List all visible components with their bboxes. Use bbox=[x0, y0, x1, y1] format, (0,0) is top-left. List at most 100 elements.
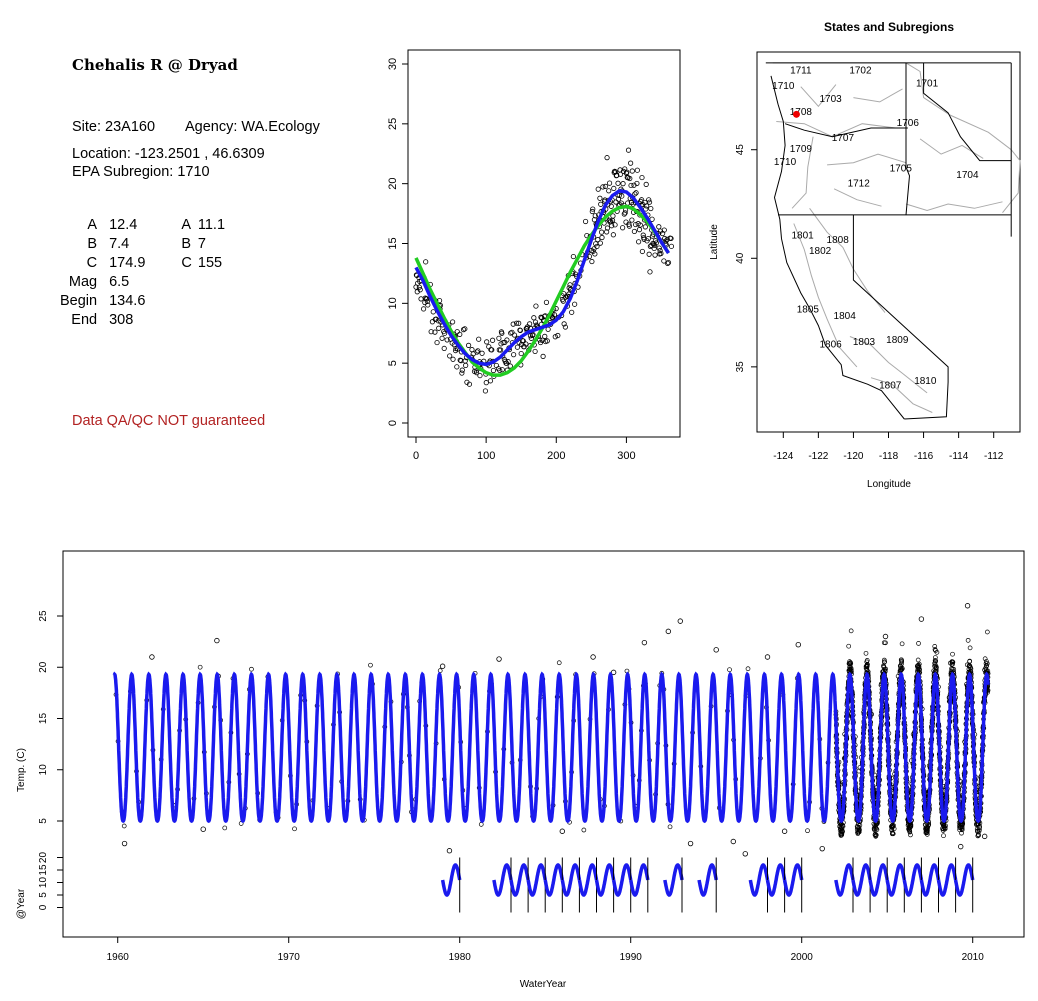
data-point bbox=[664, 236, 670, 243]
x-tick-label: -118 bbox=[879, 451, 899, 462]
data-point bbox=[634, 180, 640, 187]
y-tick-label: 0 bbox=[387, 420, 399, 426]
year-curve bbox=[868, 863, 889, 897]
param-label-2 bbox=[151, 310, 197, 329]
data-point bbox=[594, 243, 600, 250]
coastline bbox=[770, 75, 905, 420]
state-boundary bbox=[923, 62, 1012, 162]
data-point bbox=[561, 321, 567, 327]
x-tick-label: 200 bbox=[547, 450, 565, 462]
data-point bbox=[590, 248, 596, 254]
data-point bbox=[606, 188, 612, 194]
data-point bbox=[657, 248, 663, 254]
year-curve bbox=[577, 863, 599, 897]
data-point bbox=[484, 339, 490, 345]
data-point bbox=[611, 185, 617, 192]
outlier-point bbox=[439, 663, 446, 669]
x-tick-label: -112 bbox=[984, 451, 1004, 462]
year-curve bbox=[851, 863, 872, 897]
y-tick-label: 30 bbox=[387, 58, 399, 70]
observation-point bbox=[926, 822, 932, 827]
observation-point bbox=[856, 829, 862, 835]
data-point bbox=[627, 175, 633, 182]
data-point bbox=[633, 190, 639, 196]
data-point bbox=[424, 298, 430, 304]
data-point bbox=[609, 223, 615, 229]
data-point bbox=[517, 327, 523, 334]
year-curve bbox=[611, 863, 633, 897]
param-value: 7.4 bbox=[109, 235, 130, 252]
data-point bbox=[420, 306, 427, 312]
data-point bbox=[638, 197, 645, 203]
qa-note: Data QA/QC NOT guaranteed bbox=[72, 413, 266, 429]
data-point bbox=[593, 241, 599, 247]
data-point bbox=[503, 360, 510, 366]
data-point bbox=[592, 213, 598, 219]
subregion-boundary bbox=[827, 153, 907, 166]
y-tick-label: 15 bbox=[38, 713, 49, 725]
data-point bbox=[530, 331, 536, 338]
param-label: Mag bbox=[68, 273, 98, 290]
data-point bbox=[606, 180, 613, 186]
data-point bbox=[604, 155, 610, 161]
region-label: 1710 bbox=[774, 157, 797, 168]
y-axis-label: Temp. (C) bbox=[16, 748, 27, 792]
data-point bbox=[520, 338, 526, 344]
observation-point bbox=[907, 829, 913, 835]
x-tick-label: 100 bbox=[477, 450, 495, 462]
data-point bbox=[436, 325, 442, 331]
data-point bbox=[425, 302, 431, 308]
parameter-table: A 12.4 A 11.1 B 7.4 B 7 C 174.9 C 155 Mag 6.5 Begin 134… bbox=[60, 215, 231, 329]
subregion-boundary bbox=[870, 377, 933, 413]
region-label: 1709 bbox=[790, 144, 813, 155]
data-point bbox=[639, 248, 646, 255]
data-point bbox=[499, 330, 505, 336]
data-point bbox=[569, 309, 575, 315]
observation-point bbox=[881, 657, 887, 663]
data-point bbox=[620, 225, 626, 231]
data-point bbox=[552, 334, 558, 340]
observation-point bbox=[857, 822, 863, 828]
observation-point bbox=[121, 823, 127, 829]
region-label: 1809 bbox=[886, 335, 909, 346]
param-label: End bbox=[71, 311, 98, 328]
data-point bbox=[668, 235, 674, 242]
sub-y-axis-label: @Year bbox=[16, 888, 27, 919]
data-point bbox=[516, 320, 522, 326]
state-boundary bbox=[784, 123, 908, 138]
param-label-2: C bbox=[181, 254, 192, 271]
data-point bbox=[479, 350, 485, 356]
data-point bbox=[600, 184, 606, 190]
y-tick-label: 20 bbox=[38, 661, 49, 673]
data-point bbox=[496, 335, 502, 341]
data-point bbox=[460, 327, 467, 333]
data-point bbox=[499, 367, 505, 373]
x-tick-label: -122 bbox=[808, 451, 828, 462]
data-point bbox=[608, 203, 614, 209]
observation-point bbox=[478, 822, 484, 827]
data-point bbox=[570, 253, 576, 260]
observation-point bbox=[581, 827, 587, 833]
param-value-2 bbox=[198, 291, 231, 310]
observation-point bbox=[805, 828, 810, 834]
data-point bbox=[656, 224, 662, 230]
data-point bbox=[661, 258, 667, 264]
data-point bbox=[572, 301, 578, 307]
param-row: A 12.4 A 11.1 bbox=[60, 215, 231, 234]
data-point bbox=[509, 329, 515, 335]
observation-point bbox=[222, 825, 228, 831]
data-point bbox=[469, 347, 475, 353]
data-point bbox=[647, 269, 653, 275]
observation-point bbox=[874, 827, 880, 832]
y-tick-label: 25 bbox=[387, 118, 399, 130]
data-point bbox=[602, 183, 608, 189]
year-curve bbox=[663, 863, 684, 897]
data-point bbox=[551, 312, 558, 318]
region-label: 1807 bbox=[879, 381, 902, 392]
observation-point bbox=[745, 666, 751, 672]
data-point bbox=[540, 353, 546, 359]
data-point bbox=[653, 240, 659, 246]
outlier-point bbox=[742, 851, 748, 857]
param-value: 6.5 bbox=[109, 273, 130, 290]
data-point bbox=[523, 341, 529, 347]
